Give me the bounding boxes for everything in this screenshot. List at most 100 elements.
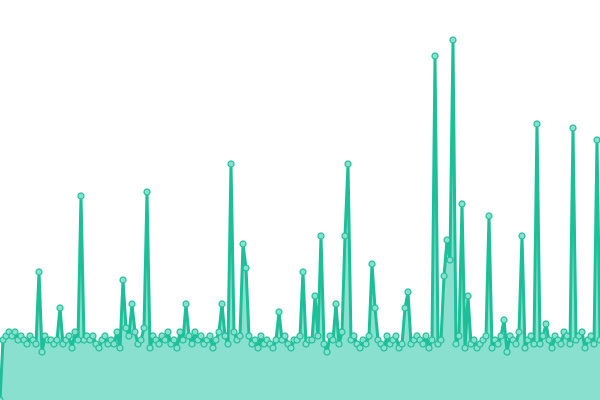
data-point: [464, 292, 472, 300]
data-point: [533, 120, 541, 128]
data-point: [143, 188, 151, 196]
data-point: [329, 336, 337, 344]
data-point: [227, 160, 235, 168]
data-point: [125, 332, 133, 340]
data-point: [581, 344, 589, 352]
data-point: [362, 340, 370, 348]
data-point: [557, 340, 565, 348]
data-point: [95, 344, 103, 352]
data-point: [245, 332, 253, 340]
data-point: [431, 52, 439, 60]
data-point: [89, 332, 97, 340]
data-point: [515, 328, 523, 336]
data-point: [398, 340, 406, 348]
data-point: [356, 344, 364, 352]
data-point: [548, 344, 556, 352]
data-point: [65, 332, 73, 340]
data-point: [23, 340, 31, 348]
data-point: [512, 340, 520, 348]
data-point: [209, 344, 217, 352]
data-point: [35, 268, 43, 276]
data-point: [539, 332, 547, 340]
data-point: [170, 336, 178, 344]
data-point: [383, 332, 391, 340]
data-point: [494, 340, 502, 348]
data-point: [563, 332, 571, 340]
data-point: [452, 340, 460, 348]
data-point: [578, 328, 586, 336]
data-point: [236, 332, 244, 340]
data-point: [311, 292, 319, 300]
data-point: [536, 340, 544, 348]
data-point: [485, 212, 493, 220]
data-point: [296, 332, 304, 340]
data-points: [0, 36, 600, 400]
data-point: [74, 336, 82, 344]
data-point: [500, 316, 508, 324]
data-point: [458, 200, 466, 208]
data-point: [206, 332, 214, 340]
data-point: [530, 340, 538, 348]
data-point: [131, 328, 139, 336]
data-point: [320, 340, 328, 348]
data-point: [323, 348, 331, 356]
data-point: [251, 336, 259, 344]
data-point: [404, 288, 412, 296]
data-point: [443, 236, 451, 244]
data-point: [164, 328, 172, 336]
data-point: [350, 332, 358, 340]
data-point: [32, 340, 40, 348]
data-point: [272, 336, 280, 344]
data-point: [587, 332, 595, 340]
data-point: [521, 344, 529, 352]
data-point: [422, 332, 430, 340]
data-point: [161, 336, 169, 344]
data-point: [212, 336, 220, 344]
data-point: [140, 324, 148, 332]
data-point: [440, 272, 448, 280]
data-point: [545, 336, 553, 344]
data-point: [503, 348, 511, 356]
data-point: [287, 344, 295, 352]
data-point: [257, 332, 265, 340]
data-point: [101, 332, 109, 340]
data-point: [344, 160, 352, 168]
data-point: [482, 332, 490, 340]
data-point: [314, 332, 322, 340]
data-point: [590, 340, 598, 348]
data-point: [122, 324, 130, 332]
data-point: [230, 328, 238, 336]
data-point: [488, 344, 496, 352]
data-point: [593, 136, 600, 144]
data-point: [518, 232, 526, 240]
data-point: [239, 240, 247, 248]
data-point: [437, 336, 445, 344]
data-point: [224, 340, 232, 348]
data-point: [569, 124, 577, 132]
data-point: [401, 304, 409, 312]
data-point: [281, 332, 289, 340]
data-point: [527, 332, 535, 340]
data-point: [113, 328, 121, 336]
data-point: [566, 340, 574, 348]
data-point: [470, 336, 478, 344]
data-point: [197, 332, 205, 340]
data-point: [71, 328, 79, 336]
data-point: [77, 192, 85, 200]
data-point: [596, 336, 600, 344]
data-point: [119, 276, 127, 284]
data-point: [542, 320, 550, 328]
data-point: [425, 344, 433, 352]
data-point: [449, 36, 457, 44]
data-point: [332, 300, 340, 308]
data-point: [221, 332, 229, 340]
data-point: [188, 340, 196, 348]
data-point: [446, 256, 454, 264]
data-point: [368, 260, 376, 268]
data-point: [176, 328, 184, 336]
data-point: [341, 232, 349, 240]
data-point: [137, 336, 145, 344]
data-point: [461, 344, 469, 352]
data-point: [317, 232, 325, 240]
data-point: [110, 340, 118, 348]
